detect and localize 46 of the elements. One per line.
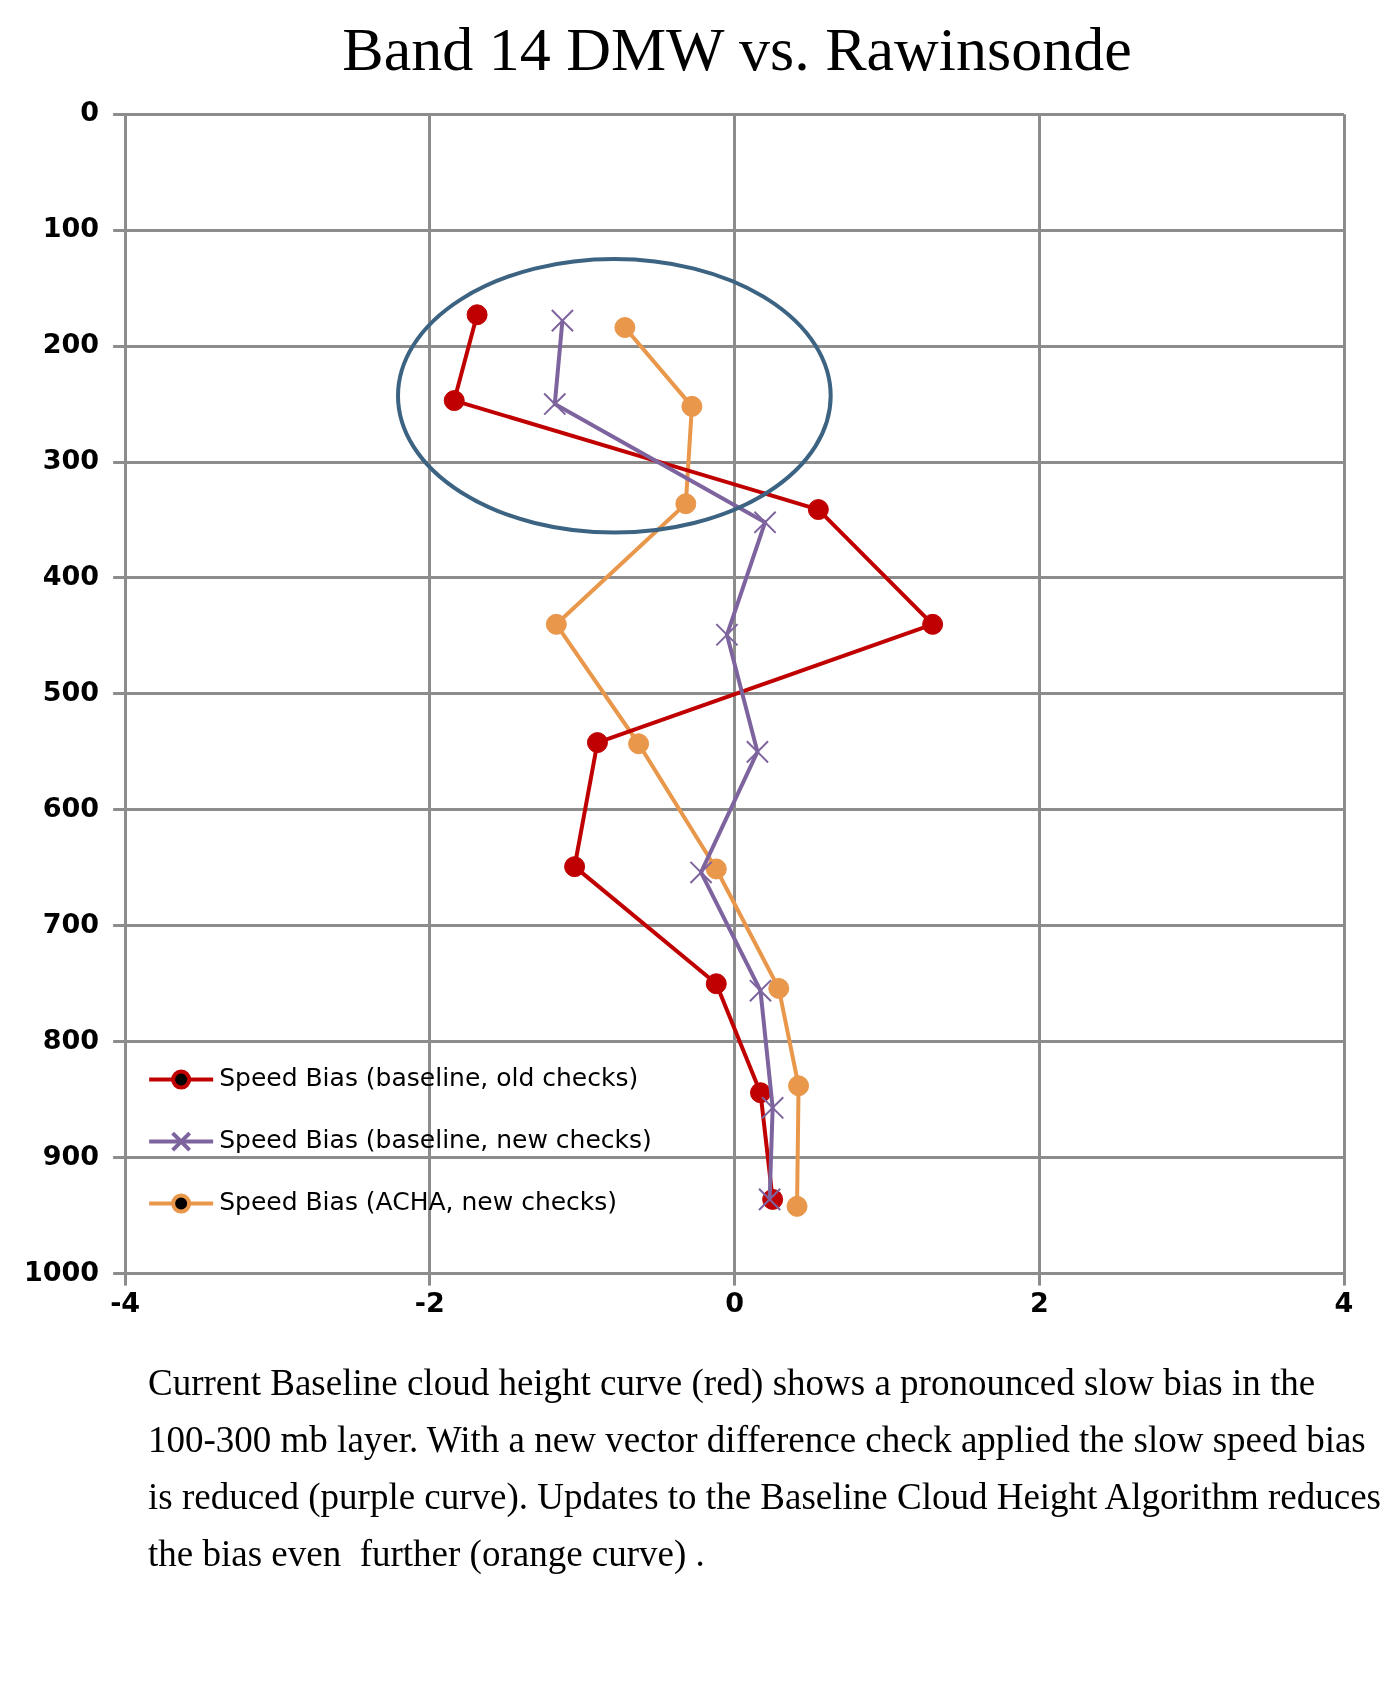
y-tick-label: 300 <box>42 444 100 476</box>
point <box>761 1096 785 1120</box>
point <box>807 499 829 521</box>
x-tick-label: 4 <box>1334 1286 1354 1318</box>
point <box>586 732 608 754</box>
y-tick-label: 400 <box>42 559 100 591</box>
point <box>550 308 575 333</box>
y-tick-label: 600 <box>42 791 100 823</box>
y-tick-label: 1000 <box>23 1255 100 1287</box>
point <box>768 977 790 999</box>
point <box>681 395 703 417</box>
point <box>705 973 727 995</box>
point <box>466 304 488 326</box>
point <box>689 860 713 885</box>
point <box>753 510 777 534</box>
x-tick-label: 0 <box>725 1286 744 1318</box>
x-tick-label: 2 <box>1029 1286 1049 1318</box>
point <box>545 613 567 635</box>
y-tick-label: 200 <box>42 328 100 360</box>
point <box>628 733 650 755</box>
point <box>705 858 727 880</box>
legend-label: Speed Bias (ACHA, new checks) <box>219 1187 618 1217</box>
x-tick-label: -2 <box>414 1286 445 1318</box>
y-tick-label: 900 <box>42 1139 100 1171</box>
point <box>922 613 944 635</box>
point <box>564 856 586 878</box>
point <box>788 1075 810 1097</box>
y-tick-label: 100 <box>42 212 100 244</box>
point <box>675 493 697 515</box>
legend-label: Speed Bias (baseline, old checks) <box>219 1063 639 1093</box>
point <box>715 623 739 647</box>
point <box>745 740 770 764</box>
y-tick-label: 500 <box>42 675 100 707</box>
point <box>543 392 567 416</box>
y-tick-label: 700 <box>42 907 100 939</box>
y-tick-label: 0 <box>80 96 100 128</box>
point <box>443 390 465 412</box>
text: Current Baseline cloud height curve (red) shows a pronounced slow bias in the 100-300 mb layer. With a new vector difference check applied the slow speed bias is reduced (purple curve). Updates to the Baseline Cloud Height Algorithm reduces the bias even further (orange curve) . <box>148 1361 1382 1576</box>
point <box>614 317 636 339</box>
x-tick-label: -4 <box>110 1286 141 1318</box>
point <box>749 1082 771 1104</box>
y-tick-label: 800 <box>42 1023 100 1055</box>
point <box>748 979 773 1003</box>
legend-label: Speed Bias (baseline, new checks) <box>219 1125 652 1155</box>
point <box>786 1195 808 1217</box>
chart-title: Band 14 DMW vs. Rawinsonde <box>341 14 1133 84</box>
